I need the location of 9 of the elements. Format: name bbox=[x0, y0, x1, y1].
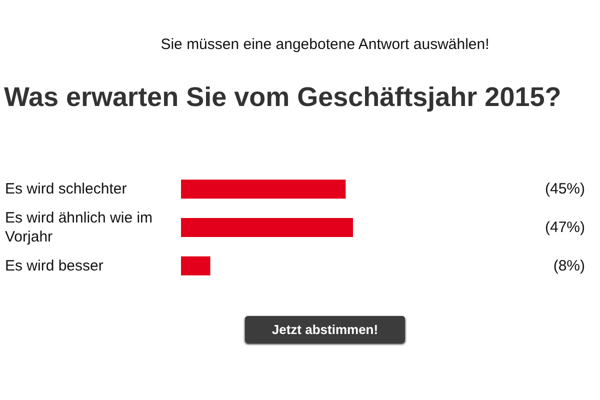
y-tick-label: Es wird ähnlich wie im Vorjahr bbox=[5, 210, 157, 246]
y-tick-label: Es wird besser bbox=[5, 257, 104, 274]
data-label: (45%) bbox=[544, 180, 585, 198]
vote-button: Jetzt abstimmen! bbox=[245, 316, 405, 343]
text: Sie müssen eine angebotene Antwort auswählen! bbox=[160, 36, 490, 53]
chart-title: Was erwarten Sie vom Geschäftsjahr 2015? bbox=[4, 82, 562, 113]
y-tick-label: Es wird schlechter bbox=[5, 180, 127, 198]
data-label: (47%) bbox=[544, 219, 585, 236]
data-label: (8%) bbox=[553, 257, 586, 274]
